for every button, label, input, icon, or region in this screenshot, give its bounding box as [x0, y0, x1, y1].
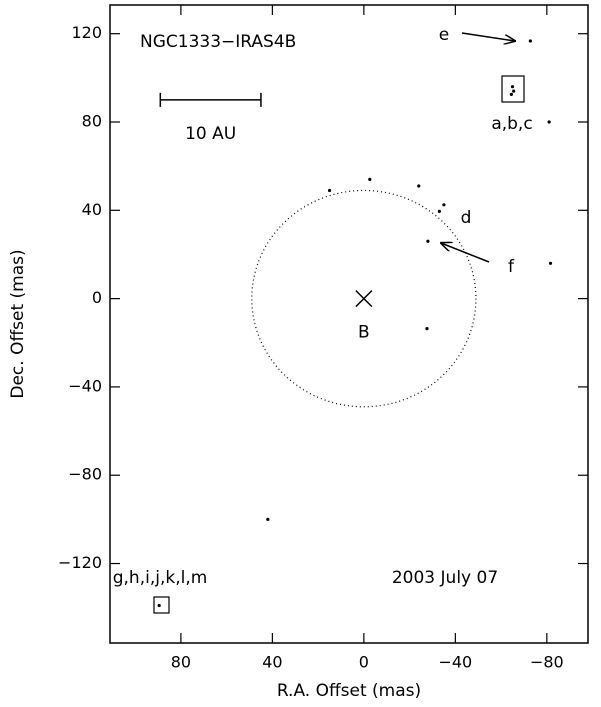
x-tick-label: 40	[262, 653, 282, 672]
scale-bar	[159, 92, 262, 107]
scale-bar-label: 10 AU	[185, 124, 236, 144]
y-tick-label: 40	[82, 200, 102, 219]
group-box	[153, 596, 170, 614]
maser-spot	[442, 203, 446, 207]
x-tick-label: 0	[359, 653, 369, 672]
y-tick-label: −40	[68, 376, 102, 395]
maser-spot	[528, 39, 532, 43]
x-tick-label: −40	[438, 653, 472, 672]
maser-spot	[509, 92, 513, 97]
maser-spot	[327, 188, 332, 193]
ring	[251, 189, 477, 408]
plot-frame	[109, 4, 589, 644]
annotation: a,b,c	[491, 114, 532, 134]
annotation: d	[461, 208, 472, 228]
y-tick-label: −80	[68, 465, 102, 484]
maser-spot	[417, 184, 421, 188]
group-box	[501, 75, 525, 103]
maser-spot	[368, 177, 372, 182]
annotation: e	[439, 25, 449, 45]
maser-spot	[437, 209, 441, 214]
maser-spot	[425, 327, 429, 331]
annotation: g,h,i,j,k,l,m	[113, 568, 208, 588]
maser-spot	[510, 85, 515, 89]
chart-title: NGC1333−IRAS4B	[140, 32, 296, 52]
maser-spot	[547, 120, 551, 124]
x-axis-label: R.A. Offset (mas)	[277, 681, 421, 701]
maser-spot	[426, 239, 430, 243]
y-tick-label: −120	[58, 553, 102, 572]
maser-spot	[512, 89, 516, 93]
y-axis-label: Dec. Offset (mas)	[8, 249, 28, 398]
annotation: f	[508, 257, 515, 277]
maser-spot	[157, 603, 161, 608]
arrow	[461, 32, 515, 41]
center-cross	[355, 290, 373, 308]
annotation: 2003 July 07	[392, 568, 498, 588]
center-label: B	[358, 323, 370, 343]
y-tick-label: 120	[71, 23, 102, 42]
arrow	[441, 243, 490, 263]
y-tick-label: 0	[92, 288, 102, 307]
maser-spot	[548, 261, 553, 265]
x-tick-label: −80	[530, 653, 564, 672]
x-tick-label: 80	[171, 653, 191, 672]
maser-spot	[266, 517, 270, 521]
y-tick-label: 80	[82, 112, 102, 131]
